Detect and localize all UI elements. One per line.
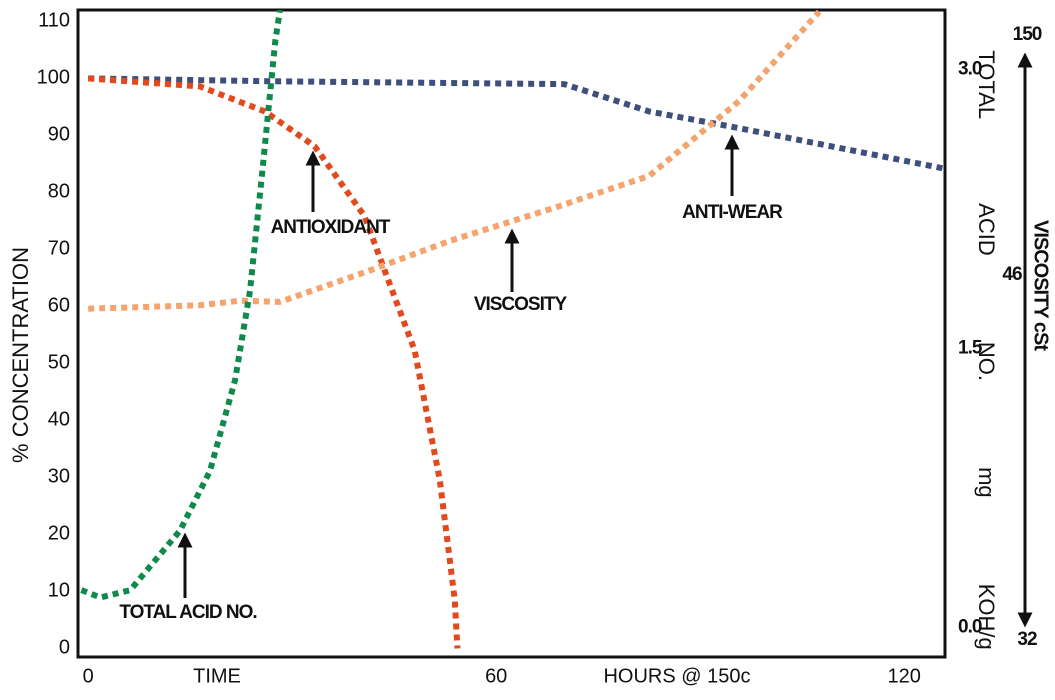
y-tick-label: 110 <box>38 10 70 32</box>
y-tick-label: 0 <box>59 637 70 659</box>
annotation: ANTIOXIDANT <box>271 217 391 238</box>
series-line <box>87 75 461 649</box>
plot <box>80 10 945 649</box>
x-tick-label: 120 <box>888 665 921 687</box>
y-tick-label: 70 <box>48 238 70 260</box>
series-line <box>88 75 945 172</box>
y-tick-label: 10 <box>48 580 70 602</box>
y-tick-label: 50 <box>48 352 70 374</box>
annotation: ANTI-WEAR <box>682 202 783 223</box>
y-tick-label: 80 <box>48 181 70 203</box>
viscosity-label: VISCOSITY cSt <box>1030 220 1052 351</box>
y2-tick-label: 1.5 <box>958 337 983 358</box>
y-tick-label: 40 <box>48 409 70 431</box>
x-axis-label: HOURS @ 150c <box>603 665 750 687</box>
series-line <box>80 10 283 601</box>
y2-axis-label: TOTAL ACID NO. mg KOH/g <box>974 50 999 650</box>
viscosity-tick-label: 46 <box>1002 264 1022 285</box>
viscosity-tick-label: 32 <box>1017 629 1037 650</box>
y-tick-label: 30 <box>48 466 70 488</box>
y2-tick-label: 3.0 <box>958 59 982 80</box>
plot-frame <box>76 8 947 659</box>
y-tick-label: 90 <box>48 124 70 146</box>
y-tick-label: 60 <box>48 295 70 317</box>
series-line <box>88 10 822 312</box>
y-tick-label: 20 <box>48 523 70 545</box>
annotation: TOTAL ACID NO. <box>119 602 256 623</box>
annotations: ANTIOXIDANT VISCOSITY ANTI-WEAR TOTAL AC… <box>119 134 784 623</box>
y-axis-label: % CONCENTRATION <box>8 247 33 463</box>
y-tick-label: 100 <box>37 67 70 89</box>
annotation: VISCOSITY <box>474 294 568 315</box>
x-axis-label: TIME <box>193 665 241 687</box>
y2-tick-label: 0.0 <box>958 616 982 637</box>
x-tick-label: 60 <box>485 665 507 687</box>
viscosity-tick-label: 150 <box>1013 24 1042 45</box>
x-tick-label: 0 <box>83 665 94 687</box>
